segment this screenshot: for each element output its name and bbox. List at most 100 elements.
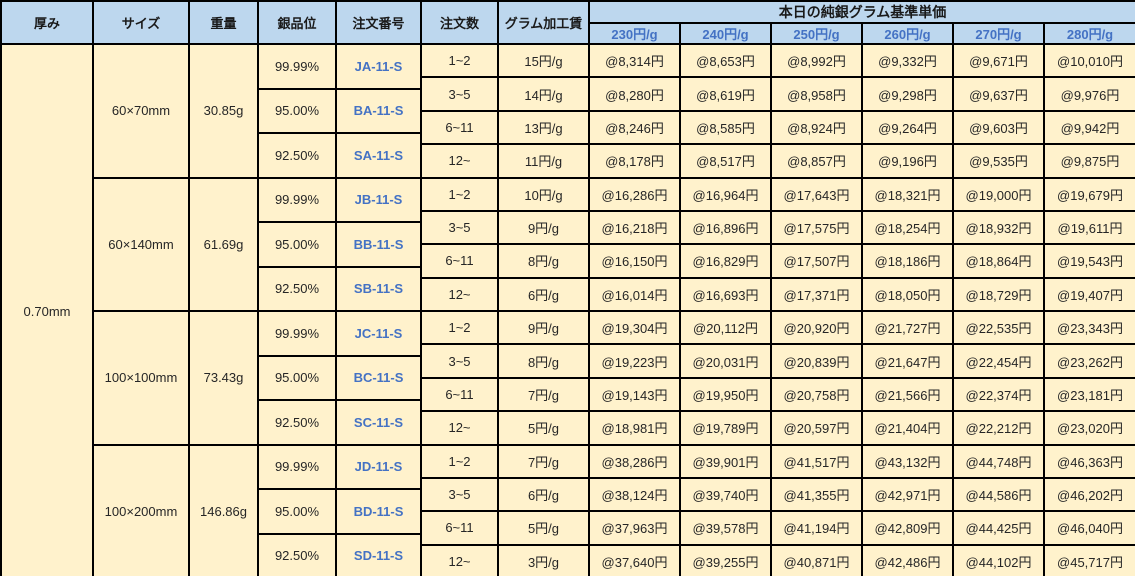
unit-price-value: @18,254円 — [861, 209, 954, 246]
unit-price-value: @17,371円 — [770, 276, 863, 313]
order-qty-value: 6~11 — [420, 376, 499, 413]
unit-price-value: @16,150円 — [588, 243, 681, 279]
purity-value: 99.99% — [257, 43, 337, 90]
table-body: 0.70mm 60×70mm 30.85g 99.99% JA-11-S 1~2 15円/g… — [0, 42, 1135, 576]
unit-price-value: @19,223円 — [588, 343, 681, 379]
unit-price-value: @23,181円 — [1043, 376, 1135, 413]
unit-row: 3~5 6円/g @38,124円 @39,740円 @41,355円 @42,971円 @… — [1, 476, 1135, 513]
order-number[interactable]: BD-11-S — [335, 488, 422, 535]
unit-price-value: @19,407円 — [1043, 276, 1135, 313]
unit-row: 6~11 7円/g @19,143円 @19,950円 @20,758円 @21,566円… — [1, 376, 1135, 413]
unit-price-value: @17,507円 — [770, 243, 863, 279]
order-qty-value: 3~5 — [420, 343, 499, 379]
unit-price-value: @21,727円 — [861, 309, 954, 346]
header-rate-270: 270円/g — [952, 22, 1045, 45]
gram-fee-value: 11円/g — [497, 143, 590, 179]
order-number[interactable]: JD-11-S — [335, 443, 422, 490]
unit-price-value: @37,640円 — [588, 543, 681, 576]
order-number[interactable]: SB-11-S — [335, 265, 422, 312]
unit-row: 6~11 13円/g @8,246円 @8,585円 @8,924円 @9,264円 @9,… — [1, 109, 1135, 146]
unit-price-value: @23,343円 — [1043, 309, 1135, 346]
purity-value: 95.00% — [257, 488, 337, 535]
order-number[interactable]: BA-11-S — [335, 87, 422, 134]
unit-price-value: @19,000円 — [952, 176, 1045, 212]
unit-price-value: @39,578円 — [679, 510, 772, 546]
gram-fee-value: 15円/g — [497, 42, 590, 79]
gram-fee-value: 9円/g — [497, 309, 590, 346]
unit-price-value: @16,014円 — [588, 276, 681, 313]
unit-price-value: @17,643円 — [770, 176, 863, 212]
unit-price-value: @16,896円 — [679, 209, 772, 246]
unit-price-value: @22,374円 — [952, 376, 1045, 413]
unit-price-value: @39,740円 — [679, 476, 772, 513]
order-qty-value: 12~ — [420, 543, 499, 576]
header-size: サイズ — [92, 0, 190, 45]
unit-row: 0.70mm 60×70mm 30.85g 99.99% JA-11-S 1~2 15円/g… — [0, 42, 1135, 576]
purity-value: 95.00% — [257, 221, 337, 268]
unit-price-value: @46,040円 — [1043, 510, 1135, 546]
purity-value: 95.00% — [257, 354, 337, 401]
unit-price-value: @37,963円 — [588, 510, 681, 546]
header-rate-240: 240円/g — [679, 22, 772, 45]
order-number[interactable]: SD-11-S — [335, 532, 422, 576]
size-value: 100×100mm — [92, 310, 190, 446]
unit-row: 12~ 3円/g @37,640円 @39,255円 @40,871円 @42,486円 @… — [1, 543, 1135, 576]
header-rate-280: 280円/g — [1043, 22, 1135, 45]
order-number[interactable]: JC-11-S — [335, 310, 422, 357]
purity-value: 92.50% — [257, 265, 337, 312]
order-qty-value: 1~2 — [420, 309, 499, 346]
header-rate-250: 250円/g — [770, 22, 863, 45]
unit-price-value: @46,202円 — [1043, 476, 1135, 513]
order-number[interactable]: BC-11-S — [335, 354, 422, 401]
unit-price-value: @43,132円 — [861, 443, 954, 479]
order-qty-value: 12~ — [420, 276, 499, 313]
order-qty-value: 6~11 — [420, 243, 499, 279]
unit-row: 12~ 5円/g @18,981円 @19,789円 @20,597円 @21,404円 @… — [1, 410, 1135, 446]
unit-price-value: @18,321円 — [861, 176, 954, 212]
order-number[interactable]: BB-11-S — [335, 221, 422, 268]
unit-price-value: @39,255円 — [679, 543, 772, 576]
order-qty-value: 12~ — [420, 410, 499, 446]
unit-price-value: @9,671円 — [952, 42, 1045, 79]
unit-price-value: @21,404円 — [861, 410, 954, 446]
unit-price-value: @19,543円 — [1043, 243, 1135, 279]
unit-price-value: @44,586円 — [952, 476, 1045, 513]
table-header: 厚み サイズ 重量 銀品位 注文番号 注文数 グラム加工賃 本日の純銀グラム基準… — [0, 0, 1135, 45]
unit-row: 3~5 8円/g @19,223円 @20,031円 @20,839円 @21,647円 @… — [1, 343, 1135, 379]
gram-fee-value: 8円/g — [497, 343, 590, 379]
unit-row: 6~11 5円/g @37,963円 @39,578円 @41,194円 @42,809円… — [1, 510, 1135, 546]
unit-price-value: @41,517円 — [770, 443, 863, 479]
thickness-value: 0.70mm — [0, 43, 94, 576]
unit-row: 92.50% SC-11-S — [1, 399, 1135, 446]
order-number[interactable]: JA-11-S — [335, 43, 422, 90]
header-rate-260: 260円/g — [861, 22, 954, 45]
unit-price-value: @19,143円 — [588, 376, 681, 413]
weight-value: 30.85g — [188, 43, 259, 179]
unit-price-value: @22,535円 — [952, 309, 1045, 346]
unit-price-value: @23,020円 — [1043, 410, 1135, 446]
unit-price-value: @44,102円 — [952, 543, 1045, 576]
unit-price-value: @9,264円 — [861, 109, 954, 146]
order-qty-value: 3~5 — [420, 76, 499, 112]
unit-price-value: @16,286円 — [588, 176, 681, 212]
unit-price-value: @8,585円 — [679, 109, 772, 146]
unit-row: 92.50% SD-11-S — [1, 532, 1135, 576]
header-purity: 銀品位 — [257, 0, 337, 45]
unit-price-value: @20,920円 — [770, 309, 863, 346]
gram-fee-value: 7円/g — [497, 376, 590, 413]
unit-price-value: @10,010円 — [1043, 42, 1135, 79]
order-number[interactable]: SC-11-S — [335, 399, 422, 446]
header-order-qty: 注文数 — [420, 0, 499, 45]
unit-price-value: @18,932円 — [952, 209, 1045, 246]
purity-value: 92.50% — [257, 132, 337, 179]
order-number[interactable]: SA-11-S — [335, 132, 422, 179]
unit-price-value: @9,942円 — [1043, 109, 1135, 146]
unit-price-value: @19,304円 — [588, 309, 681, 346]
order-number[interactable]: JB-11-S — [335, 176, 422, 223]
order-qty-value: 3~5 — [420, 476, 499, 513]
unit-price-value: @42,486円 — [861, 543, 954, 576]
unit-price-value: @8,517円 — [679, 143, 772, 179]
order-qty-value: 12~ — [420, 143, 499, 179]
